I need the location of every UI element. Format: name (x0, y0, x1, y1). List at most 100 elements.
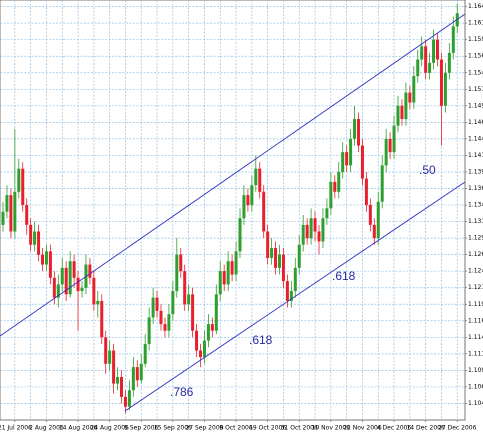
candle-body (321, 218, 325, 242)
x-tick-label: 24 Aug 2006 (90, 425, 129, 432)
x-tick-label: 19 Oct 2006 (249, 425, 286, 432)
y-tick-label: 1.1115 (468, 350, 483, 357)
y-tick-label: 1.1440 (468, 135, 483, 142)
candle-body (254, 168, 258, 186)
candle-body (388, 138, 392, 153)
candle-body (447, 52, 451, 73)
candle-body (301, 224, 305, 245)
x-tick-label: 5 Sep 2006 (124, 425, 158, 432)
y-tick-label: 1.1465 (468, 119, 483, 126)
candle-body (443, 72, 447, 106)
candle-body (41, 254, 44, 265)
candle-body (262, 191, 266, 232)
candle-body (274, 248, 278, 268)
y-tick-label: 1.1165 (468, 317, 483, 324)
candle-body (9, 195, 13, 232)
candle-body (1, 211, 5, 225)
candle-body (199, 350, 202, 358)
candle-body (416, 59, 420, 77)
candle-body (376, 201, 380, 239)
candle-body (147, 317, 151, 344)
y-tick-label: 1.1540 (468, 69, 483, 76)
candle-body (305, 224, 309, 239)
candle-body (368, 205, 372, 225)
x-tick-label: 4 Dec 2006 (377, 425, 412, 432)
y-tick-label: 1.1390 (468, 168, 483, 175)
candle-body (88, 264, 92, 278)
y-tick-label: 1.1090 (468, 367, 483, 374)
candle-body (56, 284, 60, 298)
candle-body (210, 324, 214, 331)
candle-body (297, 244, 301, 268)
candle-body (420, 46, 424, 60)
candle-body (360, 145, 364, 179)
y-tick-label: 1.1640 (468, 3, 483, 10)
candle-body (329, 181, 333, 209)
x-tick-label: 15 Sep 2006 (154, 425, 192, 432)
candle-body (309, 218, 313, 239)
x-tick-label: 14 Dec 2006 (406, 425, 445, 432)
candle-body (159, 310, 163, 325)
candle-body (92, 277, 96, 305)
candle-body (21, 168, 25, 206)
channel-lower (124, 181, 466, 412)
candle-body (230, 261, 234, 275)
candle-body (392, 125, 396, 153)
candle-body (432, 39, 436, 63)
y-tick-label: 1.1565 (468, 53, 483, 60)
candle-body (183, 271, 187, 305)
candle-body (281, 254, 285, 282)
candle-body (278, 254, 281, 268)
candle-body (187, 294, 191, 305)
candle-body (372, 224, 376, 239)
candle-body (123, 396, 127, 407)
candle-body (384, 138, 388, 166)
candle-body (17, 168, 21, 192)
candle-body (325, 208, 329, 219)
y-tick-label: 1.1140 (468, 334, 483, 341)
x-tick-label: 21 Jul 2006 (0, 425, 32, 432)
y-tick-label: 1.1590 (468, 36, 483, 43)
y-tick-label: 1.1515 (468, 86, 483, 93)
candle-body (13, 191, 17, 232)
x-tick-label: 31 Oct 2006 (281, 425, 318, 432)
candle-body (135, 367, 139, 381)
candle-body (37, 231, 41, 255)
candle-body (293, 267, 297, 292)
candle-body (206, 324, 210, 341)
annotation: .50 (419, 163, 436, 177)
candle-body (333, 181, 337, 192)
candle-body (246, 195, 250, 206)
candle-body (242, 195, 246, 219)
candle-body (317, 231, 321, 242)
candle-body (404, 92, 408, 120)
candle-body (100, 300, 104, 338)
candle-body (155, 297, 159, 311)
candle-body (68, 261, 72, 295)
y-tick-label: 1.1065 (468, 383, 483, 390)
x-tick-label: 14 Aug 2006 (59, 425, 98, 432)
candle-body (451, 26, 455, 53)
candle-body (179, 254, 183, 272)
candle-body (266, 231, 270, 258)
x-tick-label: 2 Aug 2006 (29, 425, 64, 432)
candle-body (400, 105, 404, 120)
candle-body (112, 350, 116, 384)
y-tick-label: 1.1290 (468, 235, 483, 242)
candle-body (202, 340, 206, 358)
candle-body (171, 291, 175, 315)
candle-body (116, 377, 120, 384)
candle-body (226, 261, 230, 285)
y-tick-label: 1.1615 (468, 20, 483, 27)
candle-body (234, 251, 238, 275)
candle-body (250, 185, 254, 206)
candle-body (222, 271, 226, 285)
x-tick-label: 10 Nov 2006 (312, 425, 351, 432)
y-tick-label: 1.1415 (468, 152, 483, 159)
candle-body (120, 377, 123, 397)
candle-body (29, 224, 33, 245)
candle-body (396, 105, 400, 126)
candle-body (175, 254, 179, 292)
candle-body (5, 195, 9, 212)
